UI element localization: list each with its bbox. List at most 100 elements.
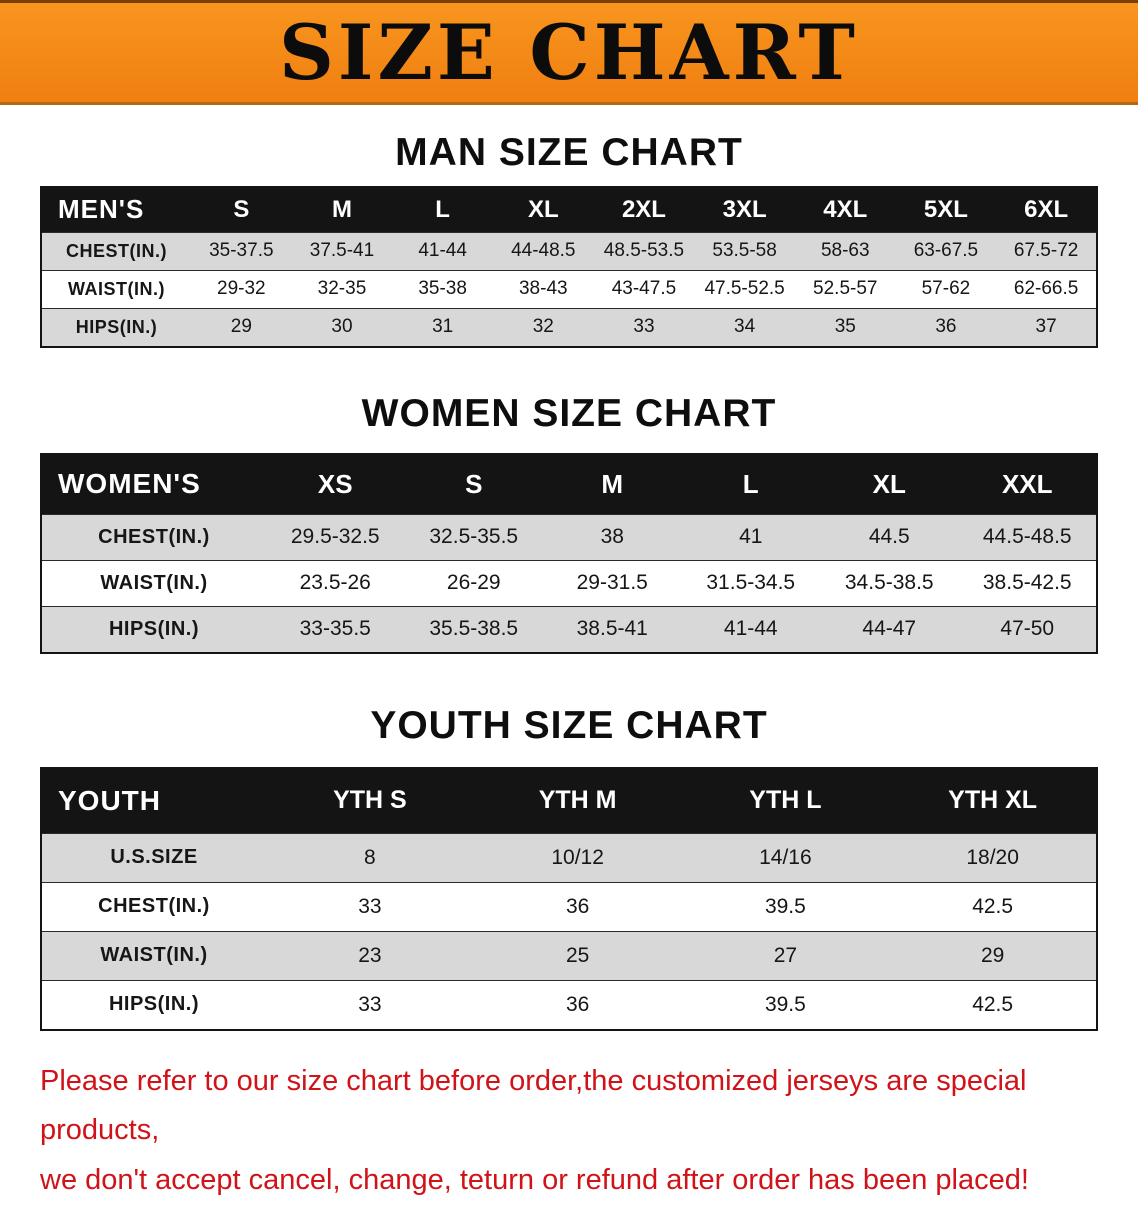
size-value-cell: 36	[473, 979, 682, 1030]
size-value-cell: 67.5-72	[996, 231, 1097, 271]
size-value-cell: 35-38	[392, 269, 493, 309]
size-value-cell: 42.5	[889, 881, 1097, 932]
disclaimer-line-1: Please refer to our size chart before or…	[40, 1064, 1027, 1147]
size-value-cell: 42.5	[889, 979, 1097, 1030]
size-value-cell: 47-50	[958, 605, 1097, 653]
women-chest-row: CHEST(IN.) 29.5-32.5 32.5-35.5 38 41 44.…	[41, 513, 1097, 561]
youth-ussize-row: U.S.SIZE 8 10/12 14/16 18/20	[41, 832, 1097, 883]
measurement-label: WAIST(IN.)	[41, 269, 191, 309]
size-value-cell: 31.5-34.5	[681, 559, 820, 607]
men-table-corner-label: MEN'S	[41, 186, 191, 233]
size-value-cell: 52.5-57	[794, 269, 896, 309]
size-value-cell: 23.5-26	[266, 559, 405, 607]
size-column-header: L	[681, 453, 820, 515]
size-value-cell: 39.5	[681, 881, 890, 932]
size-column-header: S	[404, 453, 543, 515]
size-value-cell: 25	[473, 930, 682, 981]
size-value-cell: 31	[392, 307, 493, 347]
size-value-cell: 58-63	[794, 231, 896, 271]
size-value-cell: 29.5-32.5	[266, 513, 405, 561]
measurement-label: HIPS(IN.)	[41, 605, 266, 653]
size-value-cell: 23	[266, 930, 474, 981]
women-table-header-row: WOMEN'S XS S M L XL XXL	[41, 453, 1097, 515]
size-value-cell: 63-67.5	[895, 231, 997, 271]
size-value-cell: 29-31.5	[543, 559, 682, 607]
size-value-cell: 29	[191, 307, 292, 347]
size-value-cell: 37.5-41	[291, 231, 393, 271]
size-value-cell: 39.5	[681, 979, 890, 1030]
size-value-cell: 32	[492, 307, 594, 347]
women-size-table: WOMEN'S XS S M L XL XXL CHEST(IN.) 29.5-…	[40, 452, 1098, 654]
size-value-cell: 35-37.5	[191, 231, 292, 271]
size-value-cell: 38-43	[492, 269, 594, 309]
size-value-cell: 35	[794, 307, 896, 347]
women-waist-row: WAIST(IN.) 23.5-26 26-29 29-31.5 31.5-34…	[41, 559, 1097, 607]
measurement-label: CHEST(IN.)	[41, 881, 266, 932]
size-value-cell: 41-44	[681, 605, 820, 653]
size-value-cell: 48.5-53.5	[593, 231, 695, 271]
size-value-cell: 41-44	[392, 231, 493, 271]
women-hips-row: HIPS(IN.) 33-35.5 35.5-38.5 38.5-41 41-4…	[41, 605, 1097, 653]
size-value-cell: 8	[266, 832, 474, 883]
size-value-cell: 18/20	[889, 832, 1097, 883]
men-chart-heading: MAN SIZE CHART	[395, 131, 743, 174]
youth-chart-heading: YOUTH SIZE CHART	[370, 703, 768, 747]
measurement-label: HIPS(IN.)	[41, 307, 191, 347]
men-size-table: MEN'S S M L XL 2XL 3XL 4XL 5XL 6XL CHEST…	[40, 185, 1098, 348]
size-column-header: 5XL	[895, 186, 997, 233]
size-column-header: 4XL	[794, 186, 896, 233]
measurement-label: WAIST(IN.)	[41, 930, 266, 981]
size-column-header: M	[543, 453, 682, 515]
size-value-cell: 37	[996, 307, 1097, 347]
size-column-header: XL	[820, 453, 959, 515]
measurement-label: WAIST(IN.)	[41, 559, 266, 607]
size-value-cell: 36	[895, 307, 997, 347]
measurement-label: CHEST(IN.)	[41, 231, 191, 271]
size-value-cell: 34	[694, 307, 795, 347]
size-value-cell: 32.5-35.5	[404, 513, 543, 561]
size-value-cell: 38	[543, 513, 682, 561]
size-value-cell: 33	[593, 307, 695, 347]
size-column-header: M	[291, 186, 393, 233]
size-column-header: YTH M	[473, 767, 682, 834]
size-value-cell: 44-47	[820, 605, 959, 653]
youth-size-table: YOUTH YTH S YTH M YTH L YTH XL U.S.SIZE …	[40, 766, 1098, 1031]
size-value-cell: 29-32	[191, 269, 292, 309]
men-table-header-row: MEN'S S M L XL 2XL 3XL 4XL 5XL 6XL	[41, 186, 1097, 233]
size-column-header: YTH XL	[889, 767, 1097, 834]
size-column-header: 2XL	[593, 186, 695, 233]
size-value-cell: 10/12	[473, 832, 682, 883]
youth-hips-row: HIPS(IN.) 33 36 39.5 42.5	[41, 979, 1097, 1030]
size-column-header: XS	[266, 453, 405, 515]
size-value-cell: 30	[291, 307, 393, 347]
size-value-cell: 26-29	[404, 559, 543, 607]
size-value-cell: 33	[266, 979, 474, 1030]
disclaimer-text: Please refer to our size chart before or…	[40, 1057, 1138, 1207]
size-value-cell: 44-48.5	[492, 231, 594, 271]
size-value-cell: 32-35	[291, 269, 393, 309]
size-column-header: S	[191, 186, 292, 233]
youth-table-corner-label: YOUTH	[41, 767, 266, 834]
youth-waist-row: WAIST(IN.) 23 25 27 29	[41, 930, 1097, 981]
women-table-corner-label: WOMEN'S	[41, 453, 266, 515]
size-value-cell: 38.5-42.5	[958, 559, 1097, 607]
size-value-cell: 62-66.5	[996, 269, 1097, 309]
size-value-cell: 34.5-38.5	[820, 559, 959, 607]
disclaimer-line-2: we don't accept cancel, change, teturn o…	[40, 1164, 1029, 1197]
women-chart-heading: WOMEN SIZE CHART	[361, 391, 777, 435]
measurement-label: HIPS(IN.)	[41, 979, 266, 1030]
size-column-header: YTH S	[266, 767, 474, 834]
size-value-cell: 53.5-58	[694, 231, 795, 271]
title-banner: SIZE CHART	[0, 0, 1138, 105]
size-value-cell: 41	[681, 513, 820, 561]
men-hips-row: HIPS(IN.) 29 30 31 32 33 34 35 36 37	[41, 307, 1097, 347]
size-value-cell: 35.5-38.5	[404, 605, 543, 653]
size-value-cell: 43-47.5	[593, 269, 695, 309]
size-value-cell: 47.5-52.5	[694, 269, 795, 309]
size-value-cell: 36	[473, 881, 682, 932]
size-value-cell: 27	[681, 930, 890, 981]
size-value-cell: 38.5-41	[543, 605, 682, 653]
men-chest-row: CHEST(IN.) 35-37.5 37.5-41 41-44 44-48.5…	[41, 231, 1097, 271]
size-column-header: YTH L	[681, 767, 890, 834]
youth-chest-row: CHEST(IN.) 33 36 39.5 42.5	[41, 881, 1097, 932]
